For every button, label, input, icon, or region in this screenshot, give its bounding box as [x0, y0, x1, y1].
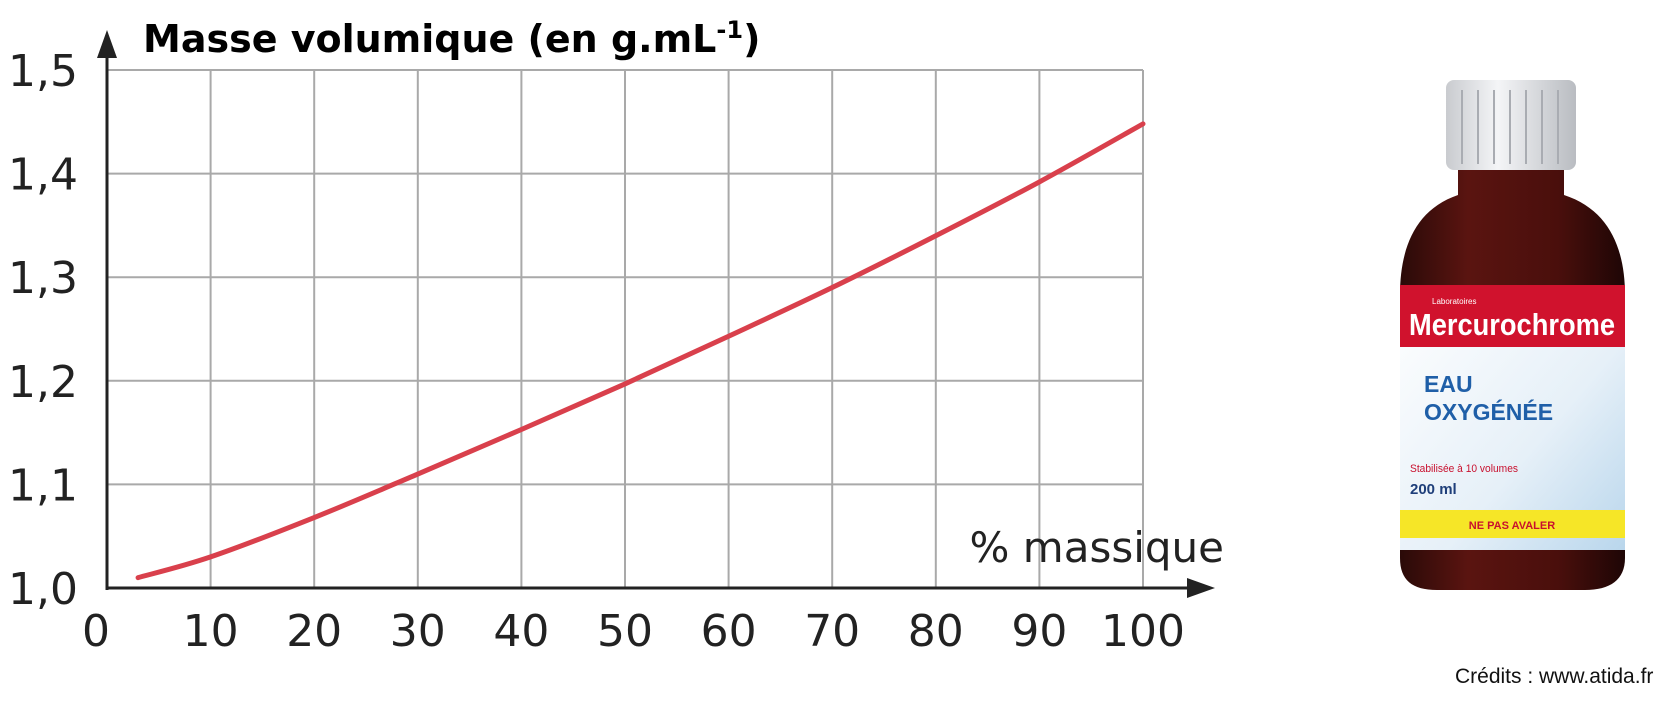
x-tick-label: 10 [183, 606, 239, 657]
bottle-image: Laboratoires Mercurochrome EAU OXYGÉNÉE … [1400, 80, 1625, 590]
x-tick-label: 60 [701, 606, 757, 657]
x-tick-label: 40 [493, 606, 549, 657]
product-name-line1: EAU [1424, 371, 1473, 397]
x-axis-arrow [1187, 578, 1215, 598]
grid [107, 69, 1144, 588]
x-tick-label: 0 [82, 606, 110, 657]
product-name-line2: OXYGÉNÉE [1424, 398, 1553, 425]
brand-band [1400, 285, 1625, 347]
x-tick-label: 90 [1011, 606, 1067, 657]
x-tick-label: 80 [908, 606, 964, 657]
y-tick-label: 1,1 [8, 460, 78, 511]
x-tick-label: 50 [597, 606, 653, 657]
series-line [135, 121, 1146, 581]
density-chart: 1,0 1,1 1,2 1,3 1,4 1,5 0 10 20 30 40 50 60 70 80 90 10… [8, 16, 1224, 657]
x-tick-label: 20 [286, 606, 342, 657]
credits-text: Crédits : www.atida.fr [1455, 665, 1654, 688]
x-tick-label: 100 [1101, 606, 1185, 657]
axes [97, 30, 1215, 598]
x-axis-label: % massique [970, 523, 1224, 572]
y-axis-arrow [97, 30, 117, 58]
stabilisation-label: Stabilisée à 10 volumes [1410, 463, 1518, 475]
y-tick-labels: 1,0 1,1 1,2 1,3 1,4 1,5 [8, 46, 78, 615]
volume-label: 200 ml [1410, 481, 1457, 498]
y-tick-label: 1,5 [8, 46, 78, 97]
y-tick-label: 1,2 [8, 357, 78, 408]
x-tick-labels: 0 10 20 30 40 50 60 70 80 90 100 [82, 606, 1185, 657]
warning-label: NE PAS AVALER [1469, 520, 1555, 532]
x-tick-label: 30 [390, 606, 446, 657]
y-tick-label: 1,0 [8, 564, 78, 615]
warning-band [1400, 510, 1625, 538]
lab-label: Laboratoires [1432, 297, 1476, 306]
chart-title: Masse volumique (en g.mL-1) [143, 16, 760, 61]
y-tick-label: 1,4 [8, 150, 78, 201]
y-tick-label: 1,3 [8, 253, 78, 304]
x-tick-label: 70 [804, 606, 860, 657]
brand-label: Mercurochrome [1409, 307, 1615, 342]
